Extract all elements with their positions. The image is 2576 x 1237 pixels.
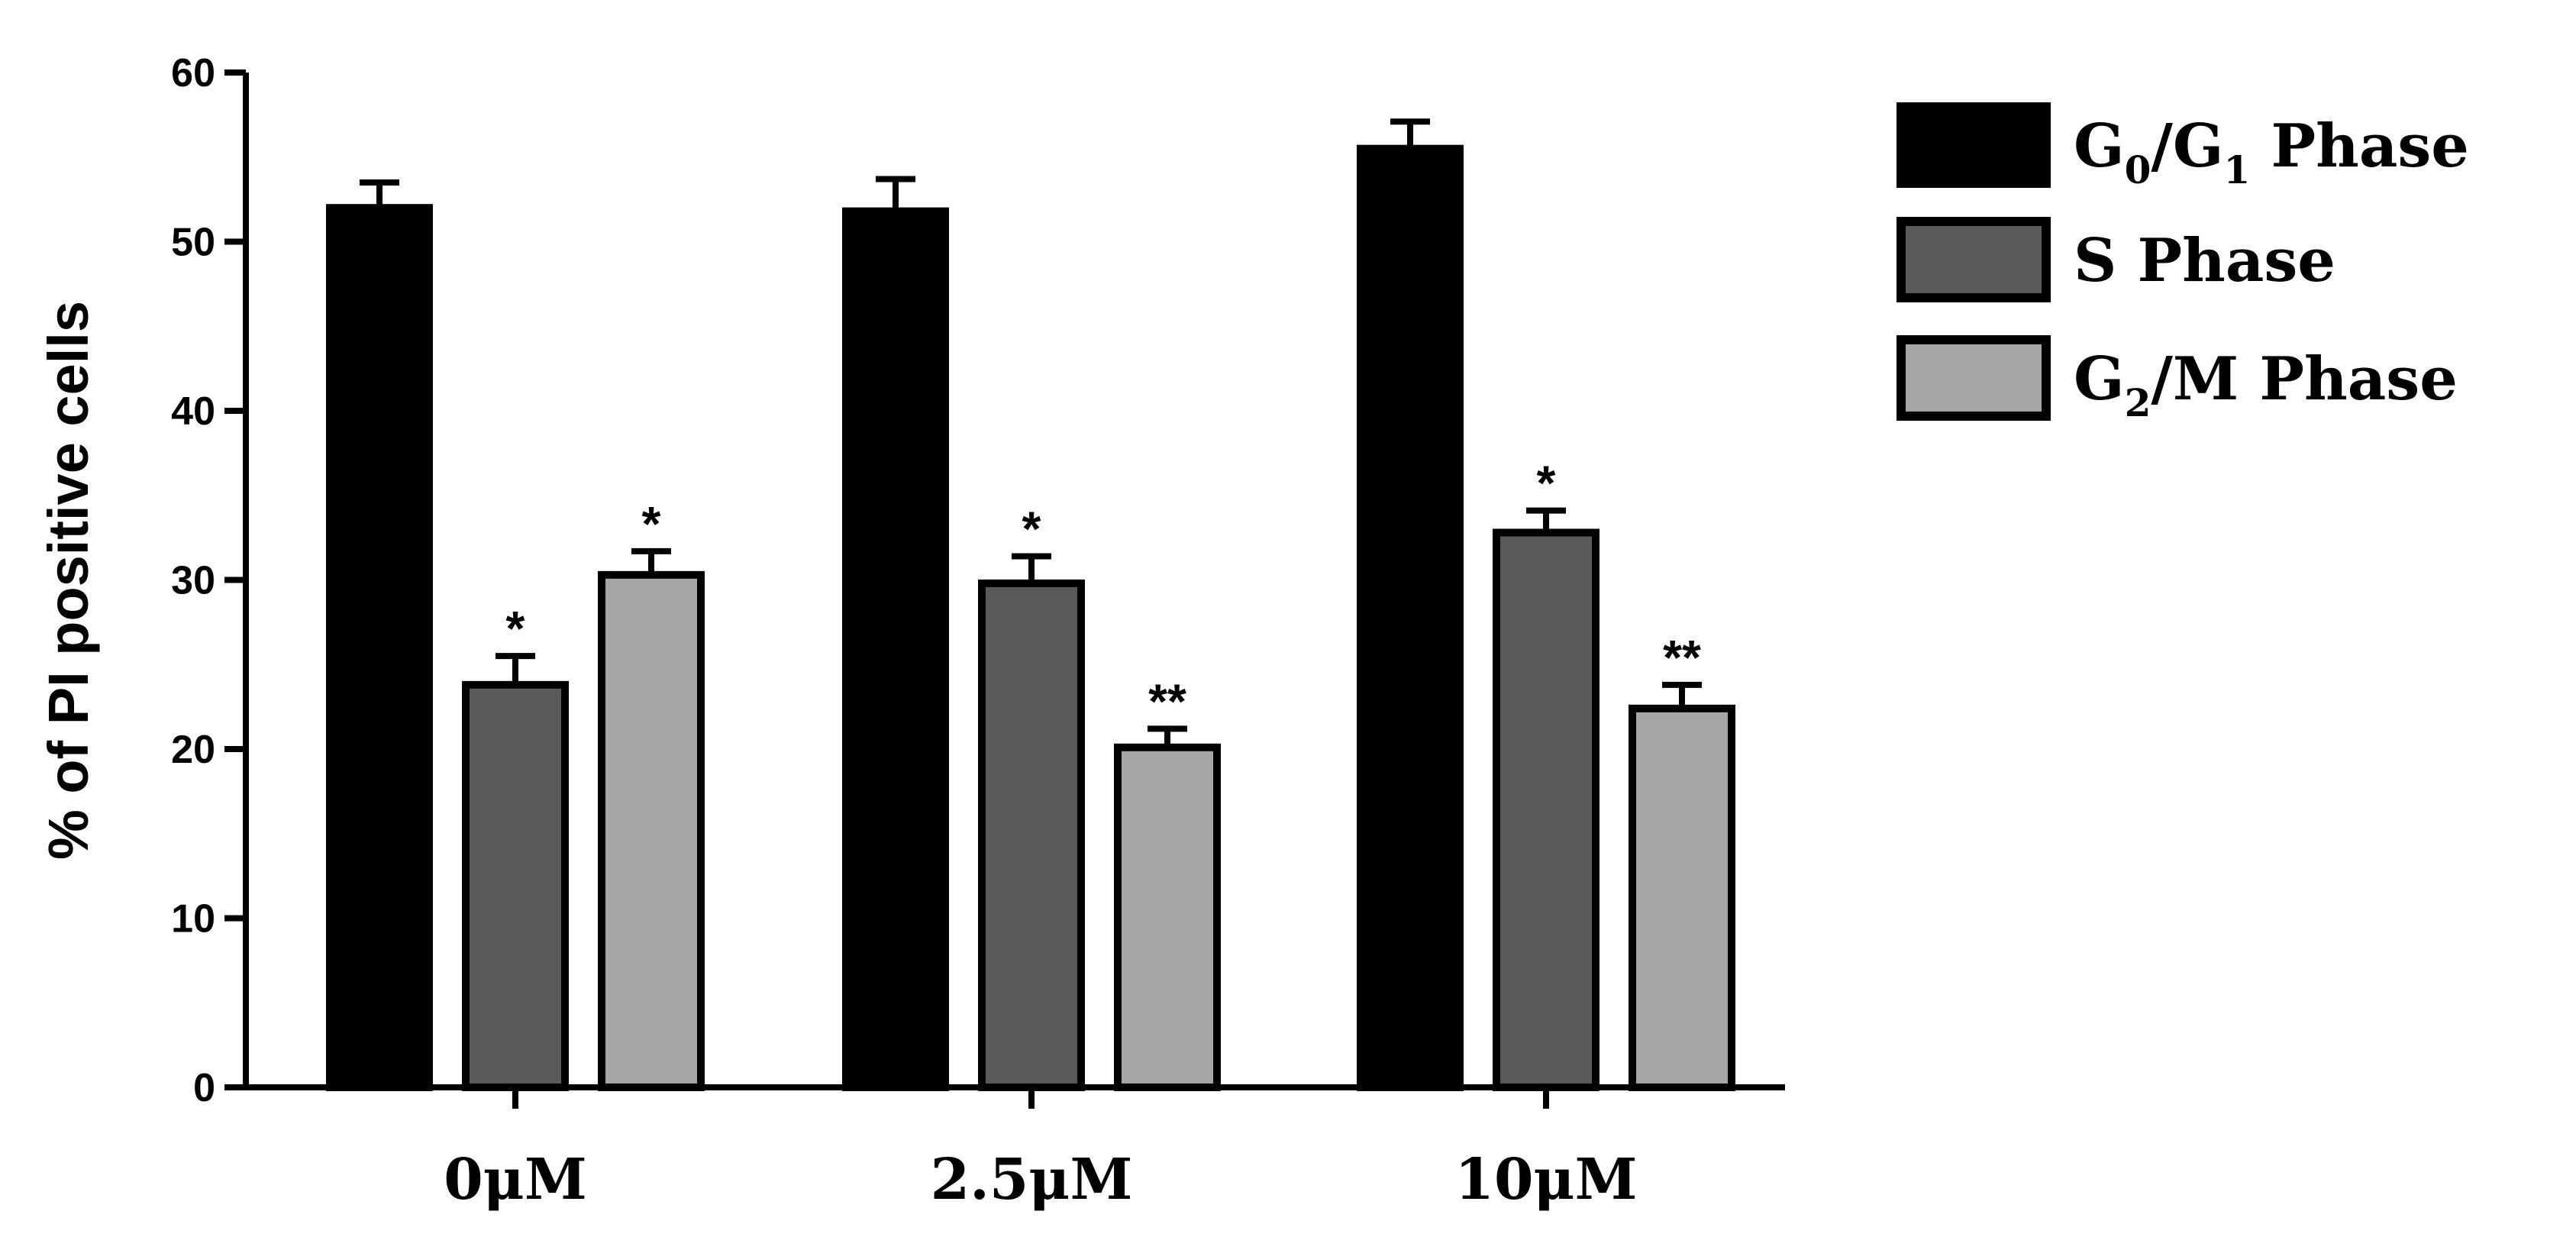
x-tick-label: 2.5μM bbox=[931, 1147, 1133, 1213]
bar bbox=[978, 579, 1085, 1091]
bar bbox=[1629, 704, 1735, 1092]
legend-swatch bbox=[1896, 102, 2051, 188]
x-tick-label: 10μM bbox=[1454, 1147, 1637, 1213]
y-tick-label: 20 bbox=[171, 728, 215, 772]
y-tick-label: 50 bbox=[171, 221, 215, 265]
y-axis-label: % of PI positive cells bbox=[37, 301, 100, 860]
bar bbox=[842, 207, 949, 1091]
bar bbox=[1493, 528, 1600, 1091]
y-tick-label: 60 bbox=[171, 51, 215, 95]
bars: ** ****** bbox=[326, 118, 1735, 1092]
significance-marker: ** bbox=[1663, 630, 1701, 685]
bar bbox=[598, 570, 705, 1091]
y-tick-label: 30 bbox=[171, 559, 215, 603]
bar bbox=[462, 680, 569, 1091]
x-tick-label: 0μM bbox=[444, 1147, 587, 1213]
legend-label: S Phase bbox=[2074, 226, 2336, 296]
bar bbox=[1357, 144, 1464, 1091]
significance-marker: * bbox=[642, 496, 661, 551]
legend: G0/G1 Phase S Phase G2/M Phase bbox=[1896, 102, 2469, 425]
legend-swatch bbox=[1896, 217, 2051, 302]
x-tick-labels: 0μM 2.5μM 10μM bbox=[444, 1087, 1638, 1213]
legend-label: G2/M Phase bbox=[2074, 344, 2458, 425]
bar bbox=[1114, 743, 1221, 1091]
significance-marker: * bbox=[506, 601, 525, 656]
bar bbox=[326, 204, 433, 1092]
y-tick-label: 40 bbox=[171, 389, 215, 434]
legend-label: G0/G1 Phase bbox=[2074, 111, 2469, 192]
y-tick-label: 10 bbox=[171, 897, 215, 941]
significance-marker: * bbox=[1537, 456, 1556, 511]
legend-swatch bbox=[1896, 335, 2051, 421]
y-tick-label: 0 bbox=[193, 1066, 215, 1110]
significance-marker: * bbox=[1022, 501, 1041, 556]
significance-marker: ** bbox=[1148, 673, 1186, 728]
